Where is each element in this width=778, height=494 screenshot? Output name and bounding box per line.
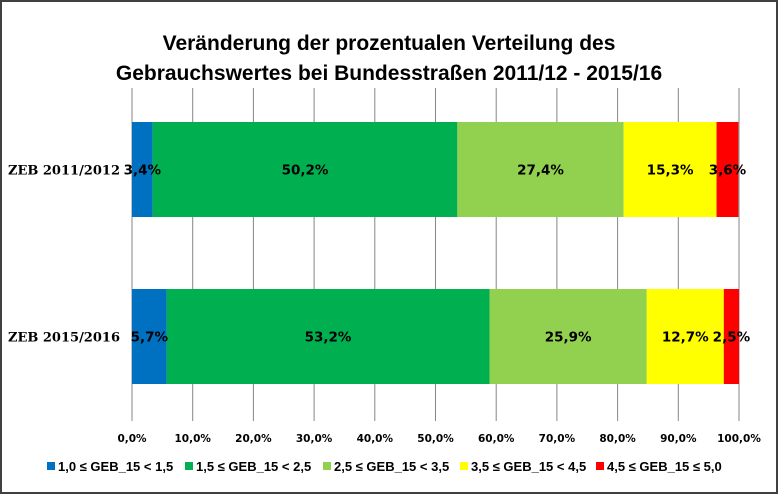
bar-segment-0-2 [457, 122, 624, 217]
legend-label-1: 1,5 ≤ GEB_15 < 2,5 [196, 459, 311, 474]
x-tick-label-4: 40,0% [357, 433, 394, 445]
data-label-1-3: 12,7% [662, 330, 709, 346]
bar-segment-1-1 [166, 289, 490, 384]
data-label-0-4: 3,6% [709, 163, 747, 179]
x-tick-label-5: 50,0% [417, 433, 454, 445]
legend-label-2: 2,5 ≤ GEB_15 < 3,5 [334, 459, 449, 474]
x-tick-label-1: 10,0% [174, 433, 211, 445]
legend-item-3: 3,5 ≤ GEB_15 < 4,5 [460, 459, 586, 474]
bar-segment-1-3 [646, 289, 724, 384]
chart-title: Veränderung der prozentualen Verteilung … [116, 32, 662, 85]
data-label-1-1: 53,2% [305, 330, 352, 346]
legend-swatch-0 [47, 462, 55, 470]
legend-item-0: 1,0 ≤ GEB_15 < 1,5 [47, 459, 173, 474]
data-label-0-2: 27,4% [517, 163, 564, 179]
legend-swatch-4 [596, 462, 604, 470]
data-label-0-1: 50,2% [282, 163, 329, 179]
category-labels: ZEB 2011/2012 ZEB 2015/2016 [8, 164, 120, 346]
x-tick-label-2: 20,0% [235, 433, 272, 445]
x-tick-label-9: 90,0% [660, 433, 697, 445]
legend: 1,0 ≤ GEB_15 < 1,5 1,5 ≤ GEB_15 < 2,5 2,5 … [47, 459, 722, 474]
x-axis-tick-labels: 0,0% 10,0% 20,0% 30,0% 40,0% 50,0% 60,0% 70,0% 8… [117, 433, 761, 445]
bar-segment-0-3 [623, 122, 717, 217]
x-tick-label-10: 100,0% [717, 433, 761, 445]
legend-item-1: 1,5 ≤ GEB_15 < 2,5 [185, 459, 311, 474]
bar-segment-0-0 [132, 122, 153, 217]
legend-item-4: 4,5 ≤ GEB_15 ≤ 5,0 [596, 459, 722, 474]
data-label-0-3: 15,3% [647, 163, 694, 179]
bars [132, 122, 739, 384]
legend-label-3: 3,5 ≤ GEB_15 < 4,5 [471, 459, 586, 474]
bar-segment-1-0 [132, 289, 167, 384]
x-tick-label-0: 0,0% [117, 433, 147, 445]
bar-segment-0-4 [716, 122, 739, 217]
bar-segment-1-2 [489, 289, 647, 384]
legend-item-2: 2,5 ≤ GEB_15 < 3,5 [323, 459, 449, 474]
x-tick-label-6: 60,0% [478, 433, 515, 445]
data-label-0-0: 3,4% [124, 163, 162, 179]
data-labels: 3,4% 50,2% 27,4% 15,3% 3,6% 5,7% 53,2% 25,9% 12,… [124, 163, 751, 346]
chart-title-line-2: Gebrauchswertes bei Bundesstraßen 2011/1… [116, 62, 662, 85]
x-tick-label-8: 80,0% [599, 433, 636, 445]
x-tick-label-7: 70,0% [539, 433, 576, 445]
legend-label-0: 1,0 ≤ GEB_15 < 1,5 [58, 459, 173, 474]
bar-segment-0-1 [152, 122, 458, 217]
data-label-1-0: 5,7% [131, 330, 169, 346]
category-label-0: ZEB 2011/2012 [8, 164, 120, 179]
x-tick-label-3: 30,0% [296, 433, 333, 445]
legend-swatch-1 [185, 462, 193, 470]
legend-label-4: 4,5 ≤ GEB_15 ≤ 5,0 [607, 459, 722, 474]
chart-title-line-1: Veränderung der prozentualen Verteilung … [163, 32, 616, 55]
legend-swatch-3 [460, 462, 468, 470]
category-label-1: ZEB 2015/2016 [8, 331, 120, 346]
data-label-1-4: 2,5% [713, 330, 751, 346]
legend-swatch-2 [323, 462, 331, 470]
bar-segment-1-4 [723, 289, 739, 384]
data-label-1-2: 25,9% [545, 330, 592, 346]
